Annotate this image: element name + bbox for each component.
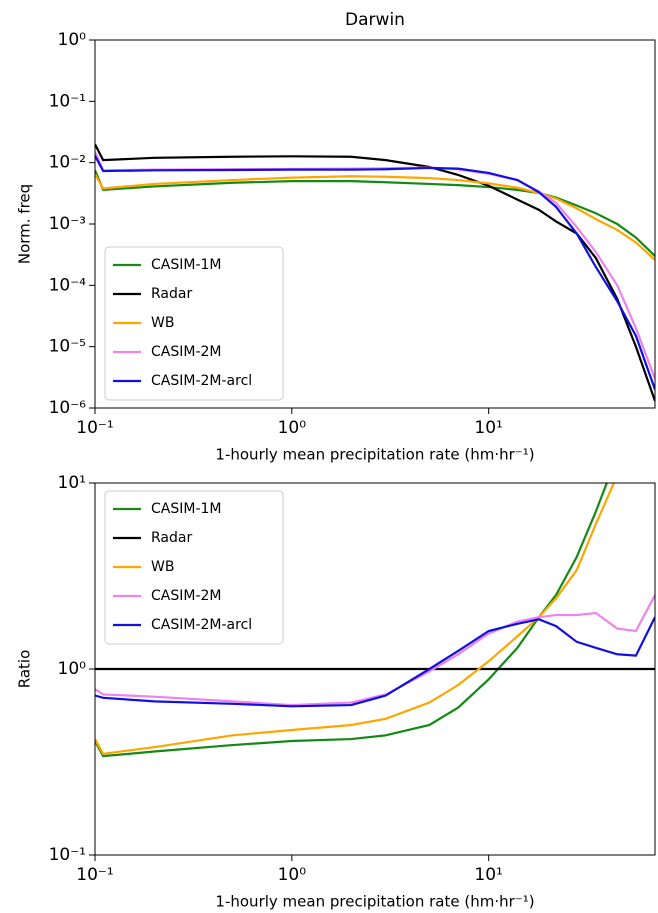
y-tick-label: 10⁻⁴ bbox=[49, 275, 87, 295]
legend-label: CASIM-2M-arcl bbox=[151, 617, 252, 633]
legend-label: CASIM-2M-arcl bbox=[151, 373, 252, 389]
plot-area bbox=[95, 143, 655, 402]
y-tick-label: 10⁻³ bbox=[49, 214, 86, 234]
series-line bbox=[95, 155, 655, 390]
y-tick-label: 10⁻⁵ bbox=[49, 337, 86, 357]
legend-label: CASIM-2M bbox=[151, 344, 222, 360]
series-line bbox=[95, 169, 655, 257]
x-tick-label: 10⁰ bbox=[278, 865, 307, 885]
legend-label: CASIM-1M bbox=[151, 257, 222, 273]
y-tick-label: 10⁻⁶ bbox=[49, 398, 87, 418]
x-tick-label: 10⁻¹ bbox=[76, 865, 113, 885]
y-tick-label: 10⁰ bbox=[58, 30, 87, 50]
series-line bbox=[95, 594, 655, 707]
legend-label: Radar bbox=[151, 530, 192, 546]
axes-frame bbox=[94, 482, 656, 856]
series-line bbox=[95, 616, 655, 708]
x-tick-label: 10⁰ bbox=[278, 418, 307, 438]
x-tick-label: 10¹ bbox=[474, 865, 502, 885]
axes-frame bbox=[94, 39, 656, 409]
legend-label: WB bbox=[151, 559, 174, 575]
legend-box bbox=[104, 490, 284, 645]
y-tick-label: 10⁻¹ bbox=[49, 845, 86, 865]
legend-label: CASIM-2M bbox=[151, 588, 222, 604]
y-axis-label: Ratio bbox=[16, 650, 34, 689]
series-line bbox=[95, 483, 616, 755]
plot-area bbox=[95, 483, 655, 758]
x-tick-label: 10¹ bbox=[474, 418, 502, 438]
y-tick-label: 10⁻¹ bbox=[49, 91, 86, 111]
series-line bbox=[95, 143, 655, 402]
y-axis-label: Norm. freq bbox=[16, 184, 34, 264]
chart-title: Darwin bbox=[345, 10, 405, 30]
legend-label: WB bbox=[151, 315, 174, 331]
y-tick-label: 10⁻² bbox=[49, 153, 86, 173]
series-line bbox=[95, 483, 608, 758]
legend-label: Radar bbox=[151, 286, 192, 302]
legend-box bbox=[104, 246, 284, 401]
x-axis-label: 1-hourly mean precipitation rate (hm·hr⁻… bbox=[215, 446, 534, 464]
x-tick-label: 10⁻¹ bbox=[76, 418, 113, 438]
y-tick-label: 10⁰ bbox=[58, 659, 87, 679]
legend-label: CASIM-1M bbox=[151, 501, 222, 517]
x-axis-label: 1-hourly mean precipitation rate (hm·hr⁻… bbox=[215, 893, 534, 911]
series-line bbox=[95, 173, 655, 261]
y-tick-label: 10¹ bbox=[58, 473, 86, 493]
